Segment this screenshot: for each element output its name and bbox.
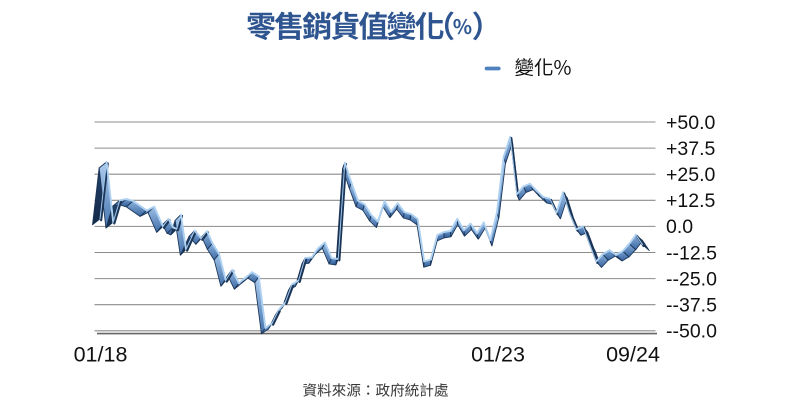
svg-text:01/23: 01/23 (471, 343, 525, 367)
svg-text:+50.0: +50.0 (666, 112, 715, 134)
svg-text:--50.0: --50.0 (666, 321, 717, 343)
svg-text:01/18: 01/18 (74, 343, 128, 367)
svg-text:+37.5: +37.5 (666, 138, 715, 160)
svg-text:--25.0: --25.0 (666, 268, 717, 290)
svg-text:+12.5: +12.5 (666, 190, 715, 212)
svg-text:--12.5: --12.5 (666, 242, 717, 264)
svg-text:--37.5: --37.5 (666, 295, 717, 317)
svg-text:+25.0: +25.0 (666, 164, 715, 186)
svg-text:0.0: 0.0 (666, 216, 693, 238)
svg-text:09/24: 09/24 (606, 343, 660, 367)
